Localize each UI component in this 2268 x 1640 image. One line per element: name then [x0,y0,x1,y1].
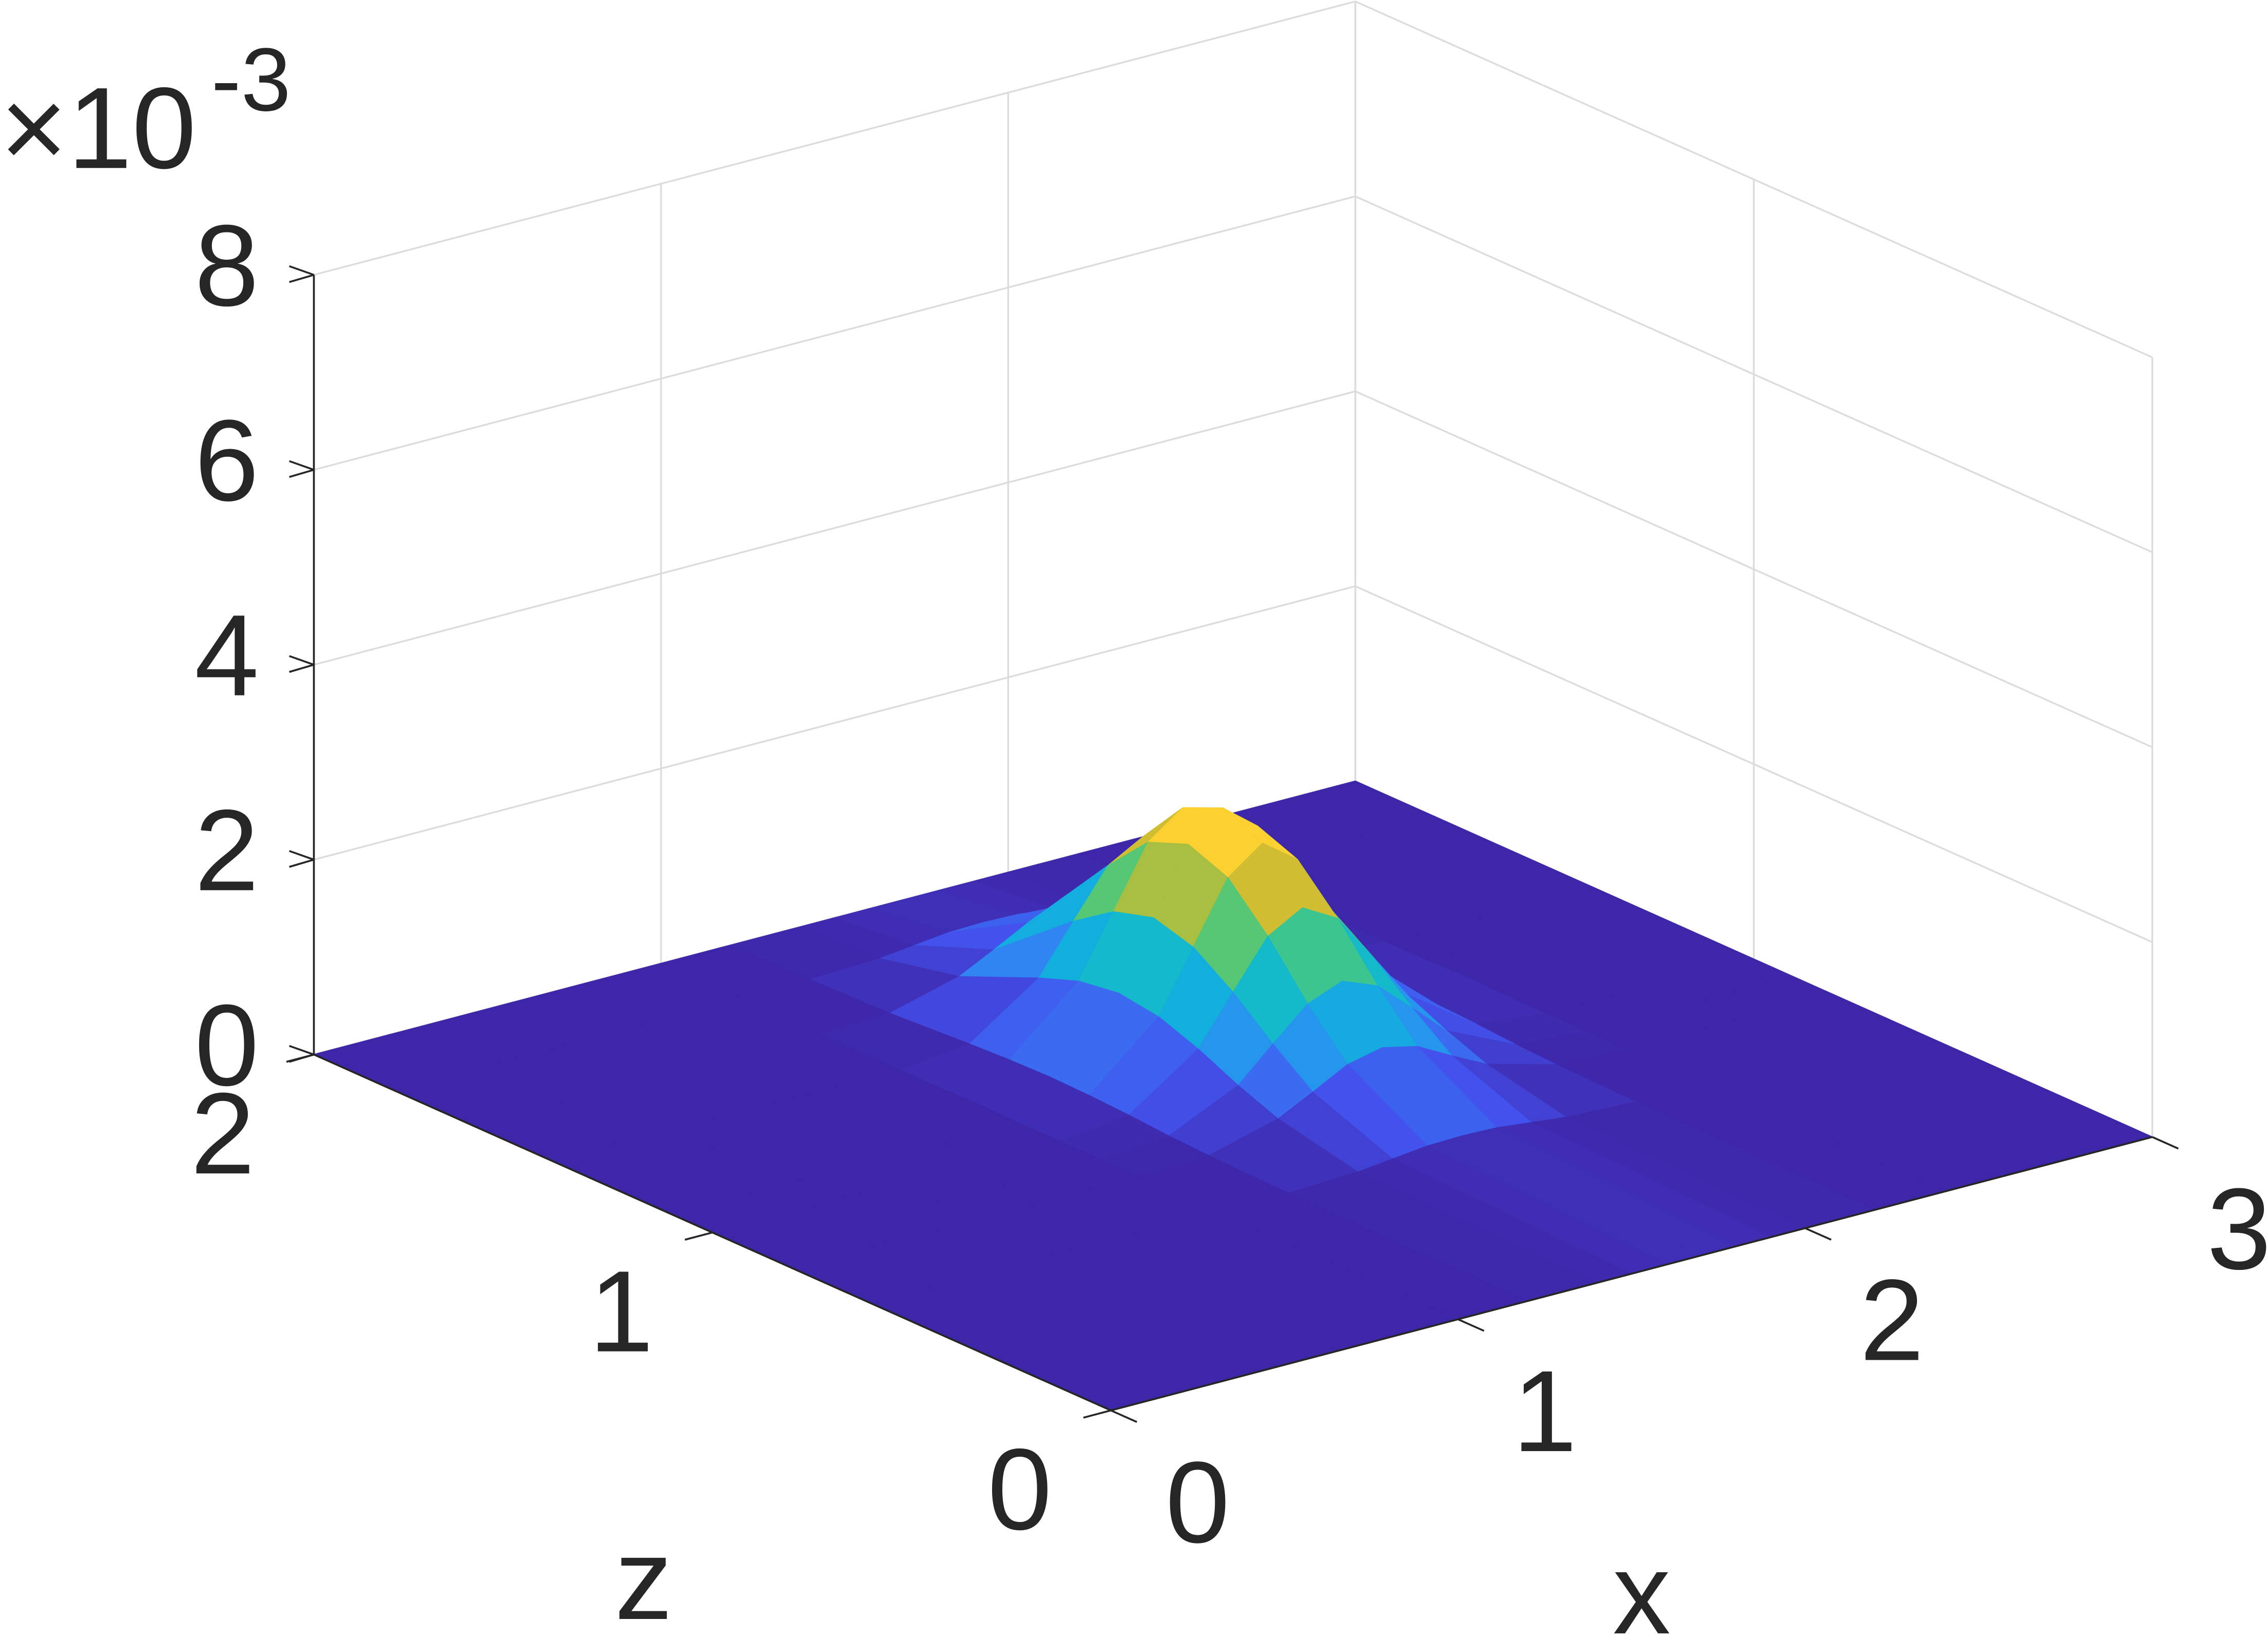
z-tick-label: 2 [190,1069,255,1198]
y-tick [289,655,315,666]
grid-line [314,195,1356,471]
x-tick [1110,1410,1137,1423]
grid-line [314,1,1356,276]
x-tick [1458,1318,1485,1332]
y-tick-label: 6 [195,396,259,525]
x-tick-label: 1 [1513,1346,1577,1476]
x-axis-line [1110,1136,2153,1412]
z-axis-title: z [615,1514,673,1640]
x-tick-label: 0 [1166,1438,1230,1567]
x-tick-label: 3 [2207,1164,2268,1294]
y-tick-label: 8 [195,201,259,330]
y-tick [289,274,315,283]
grid-line [314,585,1356,861]
y-tick [289,858,315,868]
z-tick [684,1231,713,1241]
z-tick [1083,1409,1111,1419]
x-tick-label: 2 [1860,1255,1924,1384]
x-tick [1805,1227,1832,1241]
y-tick [289,1045,315,1056]
grid-line [1354,196,2153,553]
y-tick [289,265,315,276]
z-tick-label: 0 [987,1424,1052,1554]
x-tick [2151,1136,2179,1150]
y-tick-label: 4 [195,591,259,720]
x-axis-title: x [1613,1529,1671,1640]
grid-line [314,390,1356,666]
y-tick [289,1053,315,1063]
exponent: -3 [211,30,290,130]
y-tick [289,850,315,861]
exponent-base: ×10 [0,63,196,192]
grid-line [1354,390,2153,748]
y-tick [289,664,315,673]
y-tick-label: 2 [195,785,259,915]
y-tick [289,460,315,471]
y-tick [289,469,315,478]
z-tick-label: 1 [589,1247,653,1376]
y-tick-label: 0 [195,980,259,1110]
grid-line [1354,585,2153,943]
grid-line [1354,1,2153,358]
